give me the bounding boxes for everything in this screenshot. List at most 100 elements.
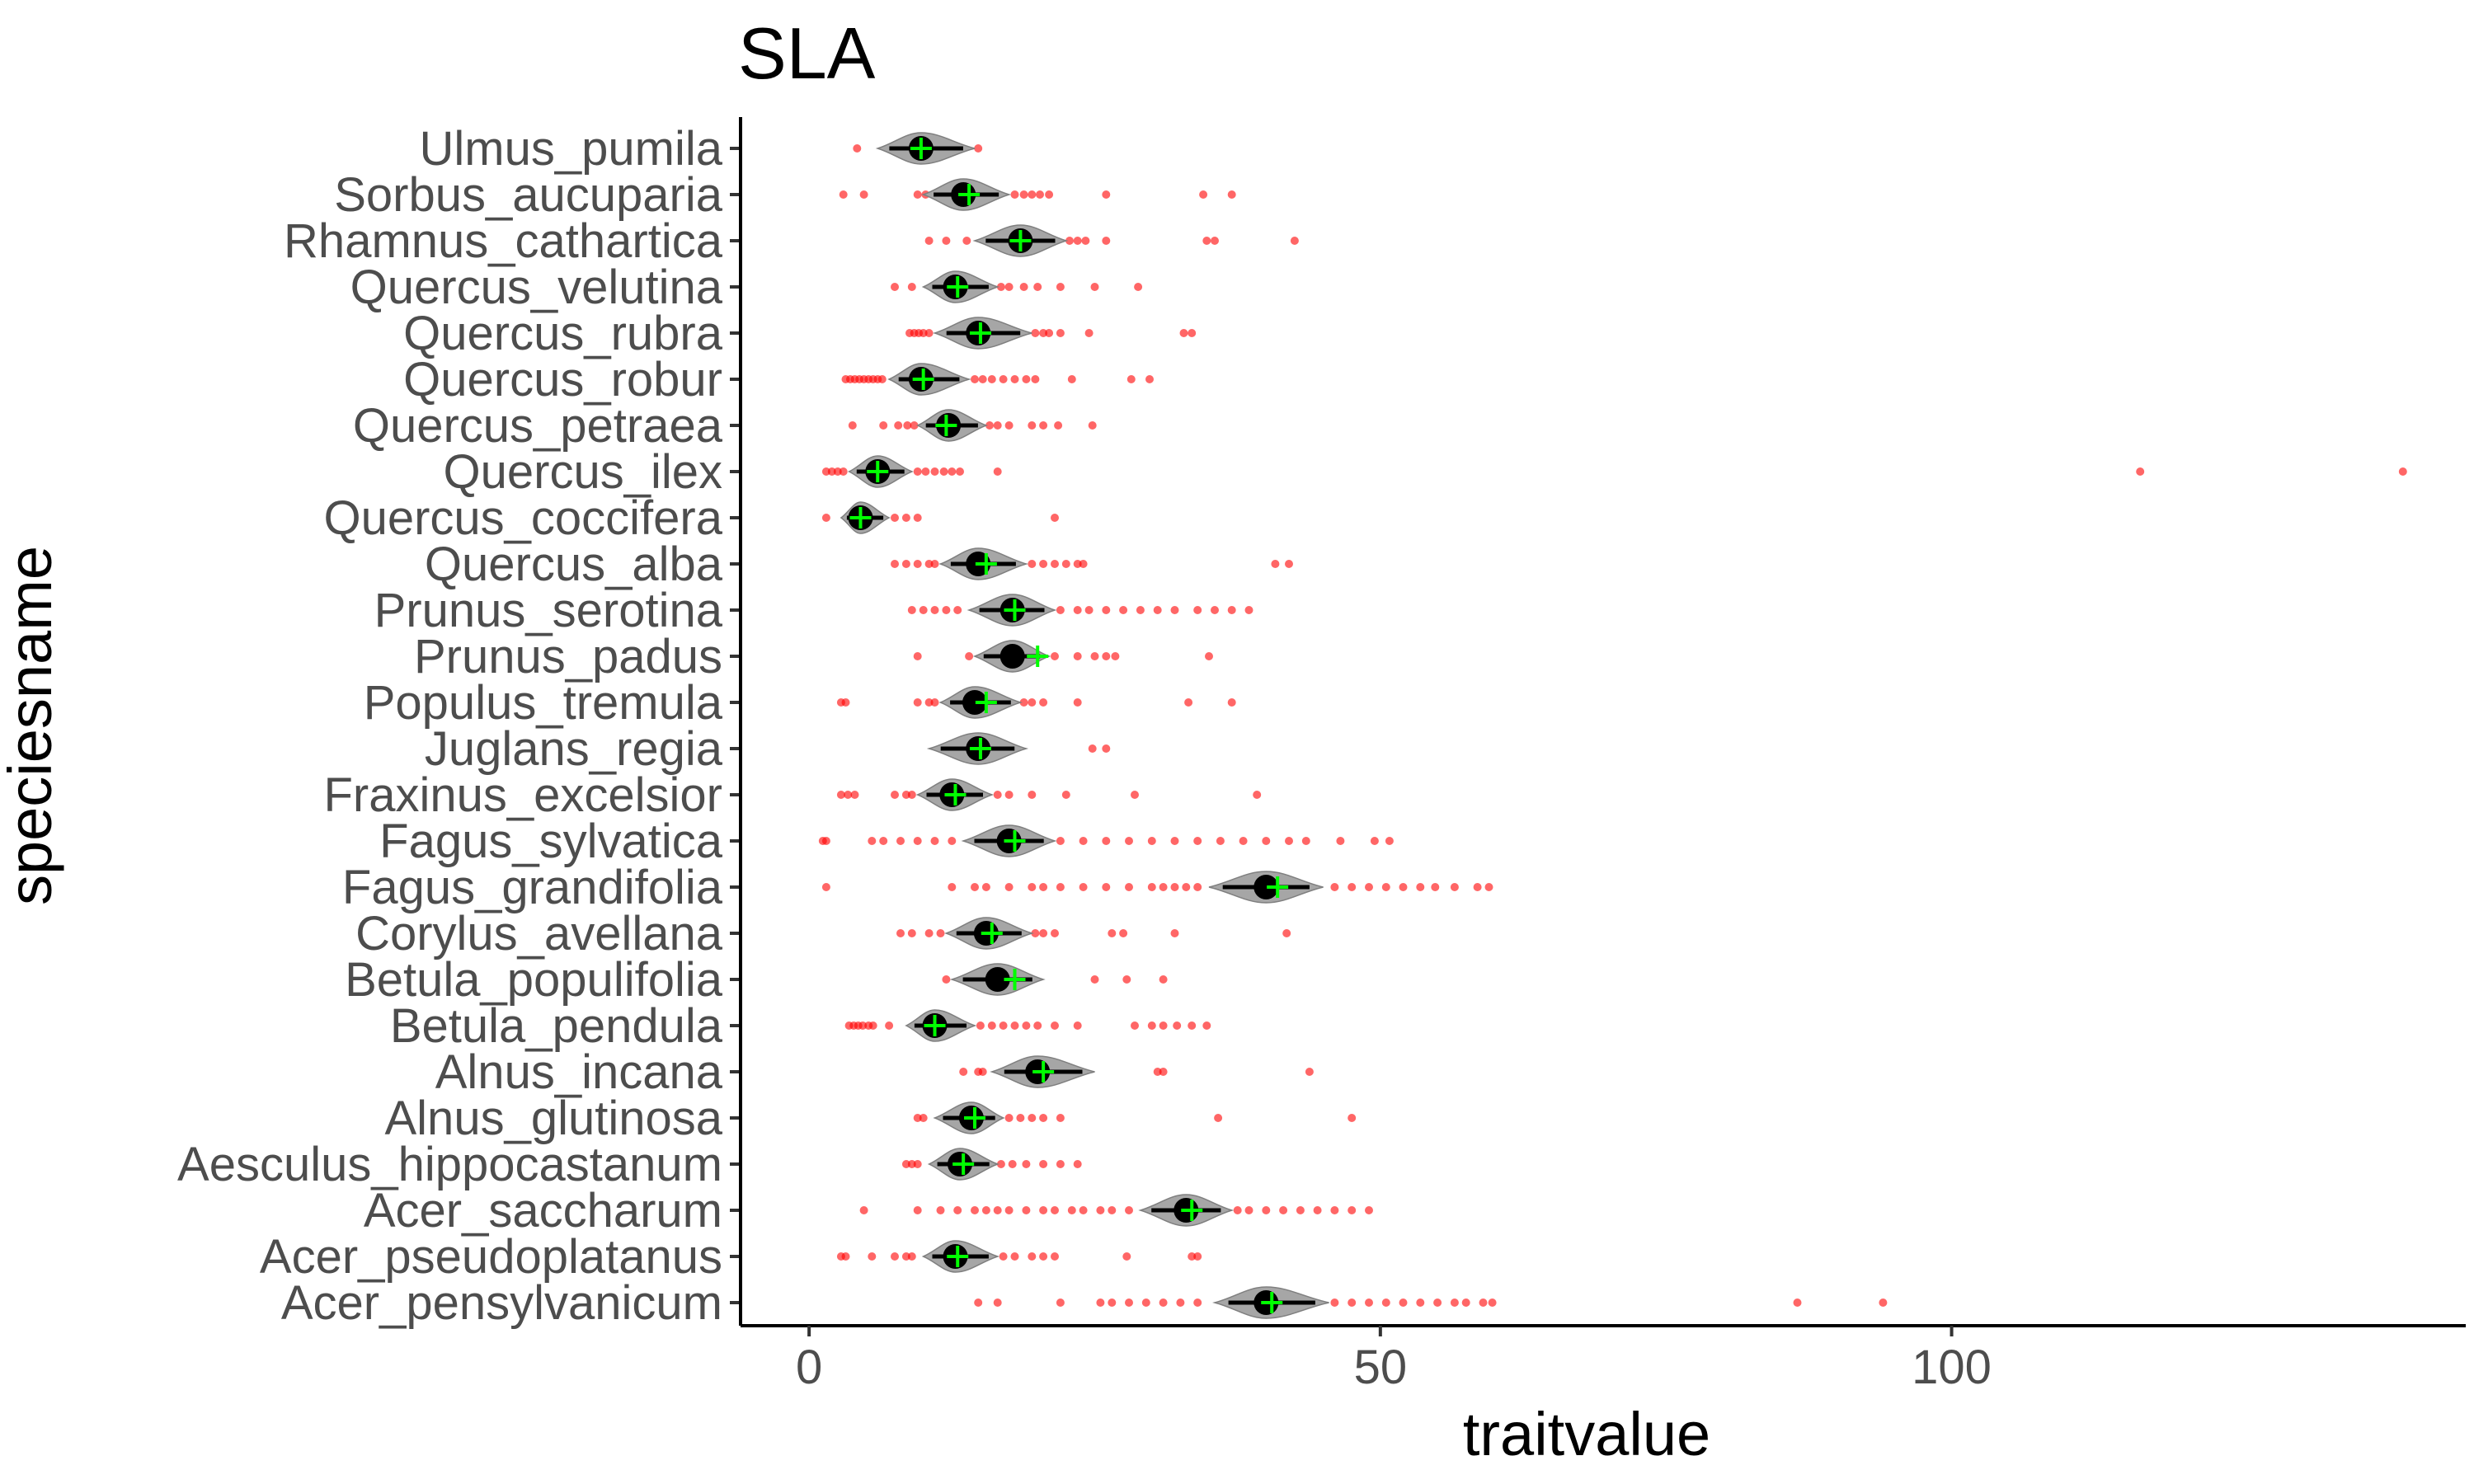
outlier-point bbox=[907, 606, 916, 614]
outlier-point bbox=[1056, 837, 1065, 845]
outlier-point bbox=[877, 375, 887, 383]
outlier-point bbox=[1045, 190, 1054, 199]
outlier-point bbox=[1004, 1114, 1014, 1122]
outlier-point bbox=[1399, 883, 1408, 891]
outlier-point bbox=[1793, 1298, 1802, 1307]
outlier-point bbox=[896, 929, 905, 937]
outlier-point bbox=[885, 1021, 894, 1030]
outlier-point bbox=[1216, 837, 1225, 845]
outlier-point bbox=[1170, 929, 1179, 937]
outlier-point bbox=[993, 467, 1002, 476]
outlier-point bbox=[1010, 1252, 1019, 1261]
species-row-quercus-alba bbox=[891, 547, 1293, 580]
outlier-point bbox=[1028, 560, 1037, 568]
outlier-point bbox=[924, 237, 934, 245]
outlier-point bbox=[1090, 283, 1099, 291]
y-tick-label: Prunus_serotina bbox=[374, 584, 723, 637]
outlier-point bbox=[1056, 1160, 1065, 1168]
species-row-quercus-coccifera bbox=[821, 501, 1059, 534]
outlier-point bbox=[1108, 929, 1117, 937]
outlier-point bbox=[921, 467, 930, 476]
outlier-point bbox=[981, 1206, 990, 1214]
outlier-point bbox=[1147, 883, 1156, 891]
outlier-point bbox=[1227, 606, 1236, 614]
mean-marker bbox=[912, 369, 934, 390]
outlier-point bbox=[894, 421, 903, 430]
outlier-point bbox=[841, 698, 850, 707]
outlier-point bbox=[1102, 190, 1111, 199]
outlier-point bbox=[1119, 606, 1128, 614]
outlier-point bbox=[919, 606, 928, 614]
outlier-point bbox=[1039, 560, 1048, 568]
species-row-sorbus-aucuparia bbox=[839, 178, 1236, 211]
outlier-point bbox=[985, 421, 994, 430]
outlier-point bbox=[930, 467, 939, 476]
mean-marker bbox=[1004, 599, 1026, 621]
mean-marker bbox=[849, 507, 872, 528]
outlier-point bbox=[901, 514, 910, 522]
outlier-point bbox=[1028, 421, 1037, 430]
species-row-prunus-padus bbox=[913, 640, 1213, 673]
species-row-alnus-glutinosa bbox=[913, 1101, 1357, 1134]
species-row-fagus-sylvatica bbox=[818, 824, 1394, 857]
outlier-point bbox=[1056, 329, 1065, 337]
outlier-point bbox=[1031, 375, 1040, 383]
outlier-point bbox=[1131, 791, 1139, 799]
outlier-point bbox=[1271, 560, 1280, 568]
outlier-point bbox=[1102, 652, 1111, 660]
species-row-corylus-avellana bbox=[896, 917, 1291, 950]
outlier-point bbox=[1147, 1021, 1156, 1030]
outlier-point bbox=[1173, 1021, 1182, 1030]
outlier-point bbox=[930, 698, 939, 707]
outlier-point bbox=[1008, 1160, 1017, 1168]
outlier-point bbox=[1211, 606, 1219, 614]
outlier-point bbox=[974, 1298, 983, 1307]
outlier-point bbox=[978, 1068, 987, 1076]
species-row-fagus-grandifolia bbox=[821, 871, 1493, 904]
outlier-point bbox=[1126, 375, 1136, 383]
outlier-point bbox=[971, 1206, 979, 1214]
outlier-point bbox=[1170, 606, 1179, 614]
outlier-point bbox=[1111, 652, 1120, 660]
outlier-point bbox=[839, 190, 848, 199]
species-row-acer-saccharum bbox=[859, 1194, 1373, 1227]
outlier-point bbox=[1119, 929, 1128, 937]
outlier-point bbox=[1056, 283, 1065, 291]
outlier-point bbox=[939, 467, 948, 476]
outlier-point bbox=[859, 1206, 868, 1214]
outlier-point bbox=[1153, 606, 1162, 614]
outlier-point bbox=[821, 837, 830, 845]
outlier-point bbox=[1365, 1298, 1373, 1307]
outlier-point bbox=[853, 144, 862, 153]
outlier-point bbox=[936, 1206, 945, 1214]
outlier-point bbox=[999, 1252, 1008, 1261]
outlier-point bbox=[2398, 467, 2407, 476]
outlier-point bbox=[1244, 606, 1253, 614]
outlier-point bbox=[1214, 1114, 1223, 1122]
outlier-point bbox=[848, 421, 857, 430]
mean-marker bbox=[981, 923, 1003, 944]
y-tick-label: Sorbus_aucuparia bbox=[334, 168, 723, 222]
outlier-point bbox=[1348, 1206, 1357, 1214]
outlier-point bbox=[942, 237, 951, 245]
mean-marker bbox=[924, 1015, 946, 1036]
species-row-quercus-ilex bbox=[821, 455, 2407, 488]
outlier-point bbox=[1125, 837, 1133, 845]
mean-marker bbox=[1027, 646, 1049, 667]
outlier-point bbox=[1141, 1298, 1150, 1307]
outlier-point bbox=[999, 375, 1008, 383]
outlier-point bbox=[953, 606, 962, 614]
x-tick-label: 100 bbox=[1912, 1341, 1992, 1394]
outlier-point bbox=[1108, 1298, 1117, 1307]
y-tick-label: Acer_saccharum bbox=[364, 1184, 722, 1237]
outlier-point bbox=[1381, 883, 1390, 891]
outlier-point bbox=[993, 791, 1002, 799]
outlier-point bbox=[1102, 837, 1111, 845]
outlier-point bbox=[1067, 1206, 1076, 1214]
outlier-point bbox=[1262, 1206, 1271, 1214]
outlier-point bbox=[1330, 883, 1339, 891]
outlier-point bbox=[1039, 698, 1048, 707]
outlier-point bbox=[913, 514, 922, 522]
mean-marker bbox=[1181, 1200, 1203, 1221]
